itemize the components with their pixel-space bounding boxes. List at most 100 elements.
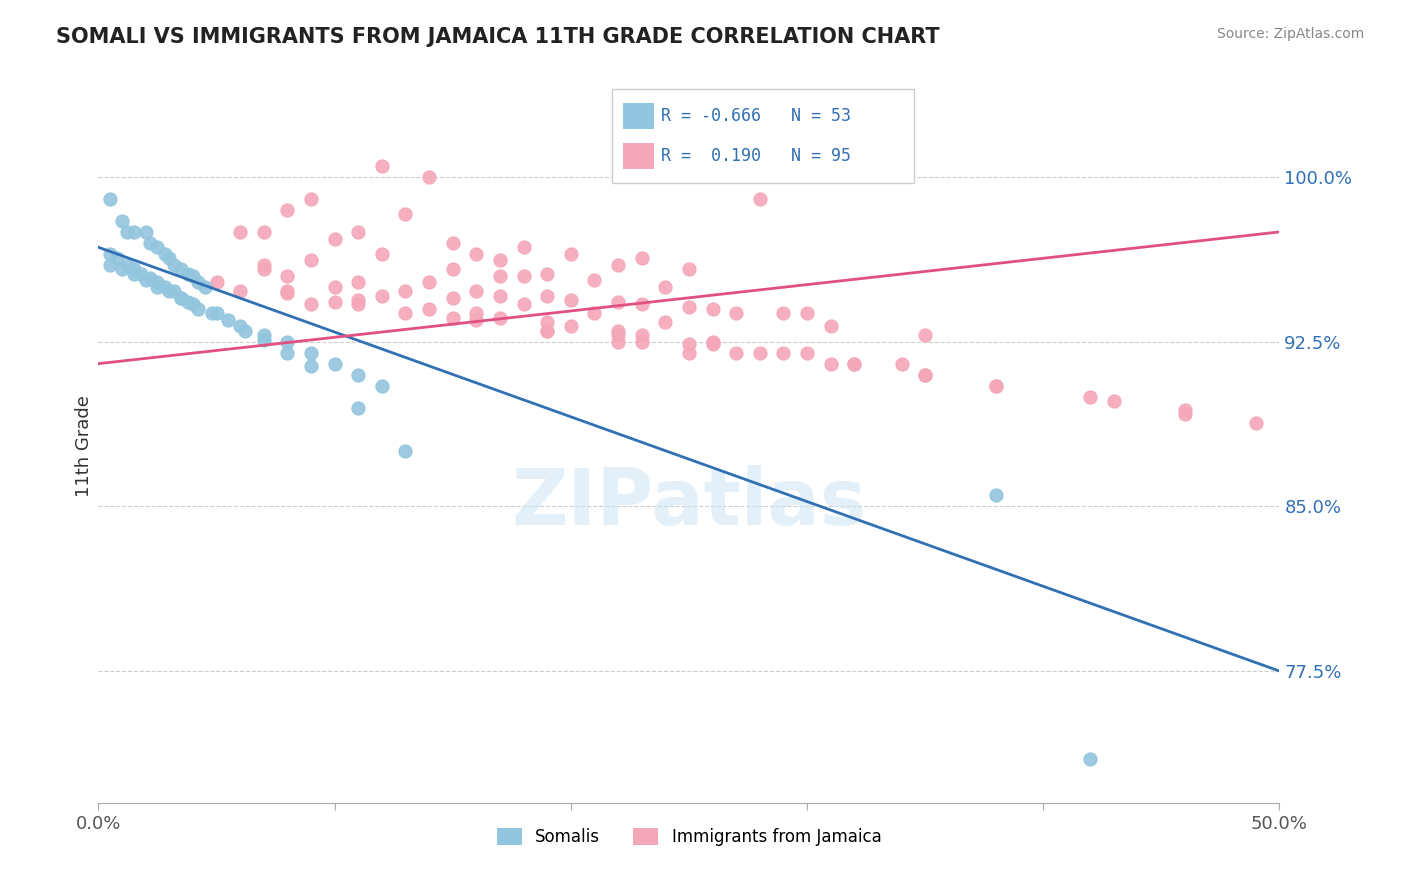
Point [146, 280, 169, 294]
Point [394, 444, 416, 458]
Point [465, 247, 488, 261]
Point [153, 247, 176, 261]
Point [607, 334, 630, 349]
Point [560, 319, 582, 334]
Point [678, 337, 700, 351]
Text: R = -0.666   N = 53: R = -0.666 N = 53 [661, 107, 851, 125]
Legend: Somalis, Immigrants from Jamaica: Somalis, Immigrants from Jamaica [489, 822, 889, 853]
Point [347, 401, 370, 415]
Point [276, 268, 298, 283]
Point [253, 333, 276, 347]
Point [820, 319, 842, 334]
Point [229, 284, 252, 298]
Point [371, 247, 394, 261]
Point [170, 291, 193, 305]
Point [914, 368, 936, 382]
Point [489, 268, 512, 283]
Point [630, 328, 652, 343]
Point [583, 306, 606, 320]
Point [607, 324, 630, 338]
Point [135, 273, 157, 287]
Point [181, 268, 204, 283]
Point [163, 258, 186, 272]
Point [299, 253, 322, 268]
Point [170, 262, 193, 277]
Point [984, 378, 1007, 392]
Point [276, 284, 298, 298]
Point [607, 258, 630, 272]
Point [820, 357, 842, 371]
Point [725, 306, 748, 320]
Point [115, 225, 138, 239]
Point [796, 306, 818, 320]
Point [607, 295, 630, 310]
Point [371, 159, 394, 173]
Text: Source: ZipAtlas.com: Source: ZipAtlas.com [1216, 27, 1364, 41]
Point [201, 306, 224, 320]
Point [111, 262, 134, 277]
Point [536, 324, 558, 338]
Text: ZIPatlas: ZIPatlas [512, 465, 866, 541]
Point [702, 301, 724, 316]
Point [98, 258, 121, 272]
Text: R =  0.190   N = 95: R = 0.190 N = 95 [661, 147, 851, 165]
Point [748, 192, 770, 206]
Point [153, 280, 176, 294]
Point [630, 334, 652, 349]
Point [512, 268, 534, 283]
Point [465, 306, 488, 320]
Point [984, 378, 1007, 392]
Point [441, 291, 464, 305]
Point [299, 192, 322, 206]
Point [323, 295, 346, 310]
Point [187, 276, 209, 290]
Point [205, 306, 228, 320]
Text: SOMALI VS IMMIGRANTS FROM JAMAICA 11TH GRADE CORRELATION CHART: SOMALI VS IMMIGRANTS FROM JAMAICA 11TH G… [56, 27, 939, 46]
Point [276, 334, 298, 349]
Point [323, 357, 346, 371]
Point [654, 280, 676, 294]
Point [146, 276, 169, 290]
Point [111, 214, 134, 228]
Point [914, 368, 936, 382]
Point [229, 319, 252, 334]
Point [122, 262, 145, 277]
Point [394, 284, 416, 298]
Point [1080, 390, 1102, 404]
Point [1174, 407, 1197, 421]
Point [418, 169, 440, 184]
Point [465, 312, 488, 326]
Point [177, 295, 200, 310]
Point [276, 345, 298, 359]
Point [702, 337, 724, 351]
Point [678, 345, 700, 359]
Point [105, 252, 128, 266]
Point [122, 267, 145, 281]
Point [536, 288, 558, 302]
Point [844, 357, 866, 371]
Point [371, 288, 394, 302]
Point [394, 207, 416, 221]
Point [984, 488, 1007, 502]
Point [1080, 752, 1102, 766]
Point [678, 262, 700, 277]
Point [347, 368, 370, 382]
Point [177, 267, 200, 281]
Point [253, 328, 276, 343]
Point [276, 202, 298, 217]
Point [187, 301, 209, 316]
Point [394, 306, 416, 320]
Point [157, 252, 180, 266]
Point [253, 262, 276, 277]
Point [1174, 402, 1197, 417]
Point [163, 284, 186, 298]
Point [772, 306, 794, 320]
Point [253, 258, 276, 272]
Point [489, 310, 512, 325]
Point [796, 345, 818, 359]
Point [122, 225, 145, 239]
Point [98, 247, 121, 261]
Point [607, 328, 630, 343]
Point [347, 293, 370, 307]
Point [194, 280, 217, 294]
